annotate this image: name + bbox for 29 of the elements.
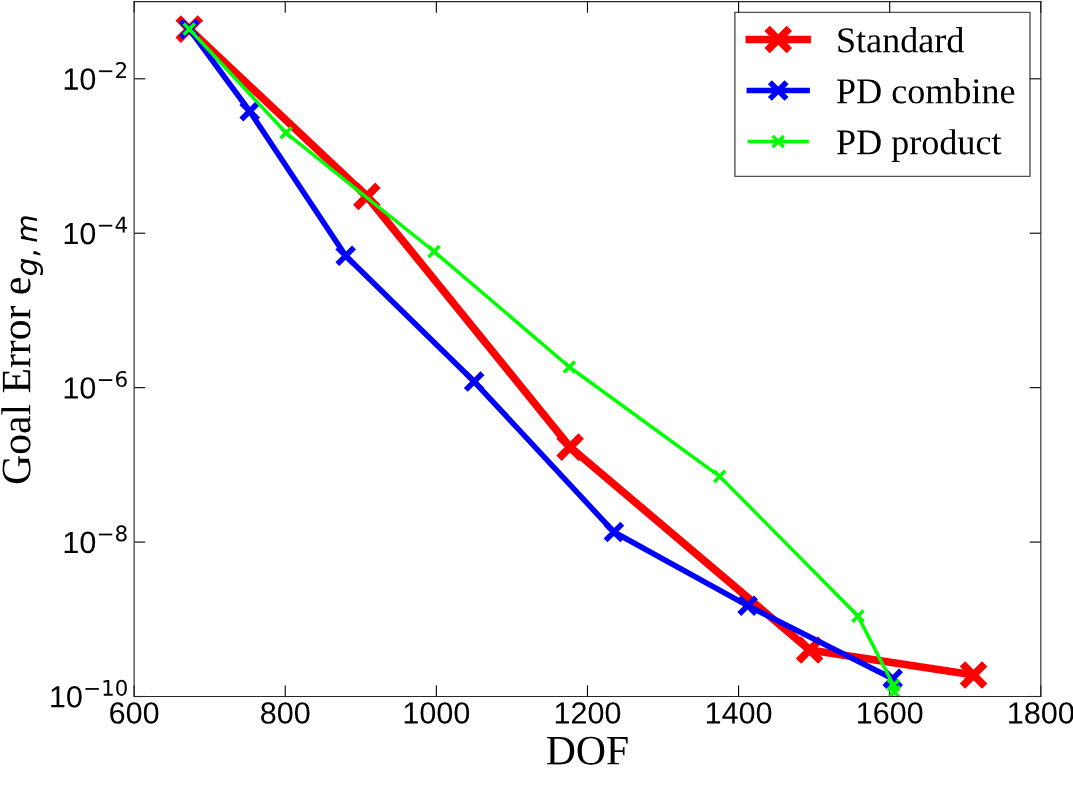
y-tick-label: 10$^{−4}$ xyxy=(64,216,127,245)
y-axis-title: Goal Error e$_{g,m}$ xyxy=(1,216,44,484)
point xyxy=(736,594,759,617)
point xyxy=(850,608,866,624)
x-tick-label: 1000 xyxy=(404,702,470,724)
x-tick-label: 800 xyxy=(261,702,310,724)
legend-label: Standard xyxy=(838,27,964,53)
point xyxy=(238,100,261,123)
point xyxy=(426,244,442,259)
point xyxy=(958,660,989,690)
x-tick-label: 1200 xyxy=(555,702,621,724)
y-tick-label: 10$^{−2}$ xyxy=(64,62,127,90)
point xyxy=(794,635,825,665)
point xyxy=(712,469,727,484)
legend-label: PD product xyxy=(837,129,1002,162)
y-tick-label: 10$^{−8}$ xyxy=(64,525,127,554)
point xyxy=(334,244,357,267)
point xyxy=(886,684,902,697)
point xyxy=(463,370,486,393)
point xyxy=(555,432,586,462)
point xyxy=(602,520,626,544)
x-axis-title: DOF xyxy=(546,736,628,765)
legend-label: PD combine xyxy=(837,78,1015,104)
x-tick-label: 1600 xyxy=(858,702,923,724)
point xyxy=(562,359,577,375)
y-tick-label: 10$^{−6}$ xyxy=(64,370,127,399)
x-tick-label: 1800 xyxy=(1009,702,1073,724)
point xyxy=(278,125,294,141)
x-tick-label: 1400 xyxy=(706,702,772,724)
